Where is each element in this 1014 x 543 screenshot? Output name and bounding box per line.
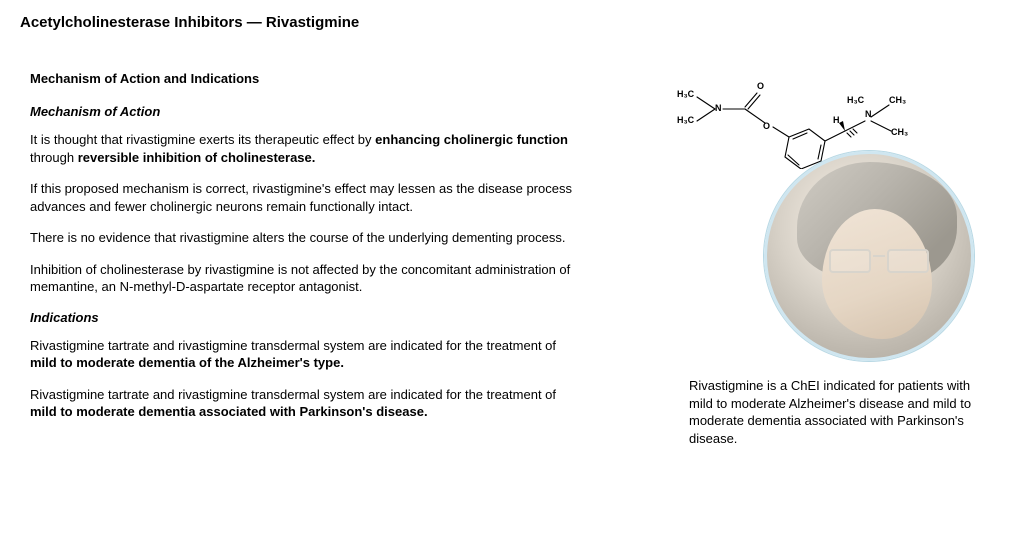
right-column: H₃C H₃C N O O H H₃C N CH₃ CH₃ Rivastigmi… (655, 71, 994, 435)
moa-p1-bold2: reversible inhibition of cholinesterase. (78, 150, 316, 165)
mol-label-h3c-top: H₃C (677, 89, 694, 99)
moa-heading: Mechanism of Action (30, 104, 625, 119)
mol-label-o-single: O (763, 121, 770, 131)
left-column: Mechanism of Action and Indications Mech… (30, 71, 625, 435)
page-title: Acetylcholinesterase Inhibitors — Rivast… (20, 14, 994, 31)
mol-label-ch3-r2: CH₃ (891, 127, 908, 137)
indications-heading: Indications (30, 310, 625, 325)
ind-p1-bold: mild to moderate dementia of the Alzheim… (30, 355, 344, 370)
moa-p1-bold1: enhancing cholinergic function (375, 132, 568, 147)
indications-paragraph-2: Rivastigmine tartrate and rivastigmine t… (30, 386, 585, 421)
mol-label-h-wedge: H (833, 115, 840, 125)
photo-bridge (873, 255, 885, 257)
mol-label-h3c-r1: H₃C (847, 95, 864, 105)
mol-label-h3c-left: H₃C (677, 115, 694, 125)
moa-paragraph-4: Inhibition of cholinesterase by rivastig… (30, 261, 585, 296)
mol-label-n-right: N (865, 109, 872, 119)
section-heading: Mechanism of Action and Indications (30, 71, 625, 86)
patient-photo (764, 151, 974, 361)
photo-lens-left (829, 249, 871, 273)
mol-label-o-dbl: O (757, 81, 764, 91)
photo-caption: Rivastigmine is a ChEI indicated for pat… (689, 377, 979, 447)
ind-p1-pre: Rivastigmine tartrate and rivastigmine t… (30, 338, 556, 353)
photo-glasses (829, 249, 929, 277)
moa-p1-mid: through (30, 150, 78, 165)
mol-label-ch3-r1: CH₃ (889, 95, 906, 105)
photo-lens-right (887, 249, 929, 273)
content-row: Mechanism of Action and Indications Mech… (20, 71, 994, 435)
moa-paragraph-1: It is thought that rivastigmine exerts i… (30, 131, 585, 166)
ind-p2-bold: mild to moderate dementia associated wit… (30, 404, 428, 419)
moa-p1-pre: It is thought that rivastigmine exerts i… (30, 132, 375, 147)
ind-p2-pre: Rivastigmine tartrate and rivastigmine t… (30, 387, 556, 402)
indications-paragraph-1: Rivastigmine tartrate and rivastigmine t… (30, 337, 585, 372)
moa-paragraph-2: If this proposed mechanism is correct, r… (30, 180, 585, 215)
mol-label-n-left: N (715, 103, 722, 113)
moa-paragraph-3: There is no evidence that rivastigmine a… (30, 229, 585, 247)
